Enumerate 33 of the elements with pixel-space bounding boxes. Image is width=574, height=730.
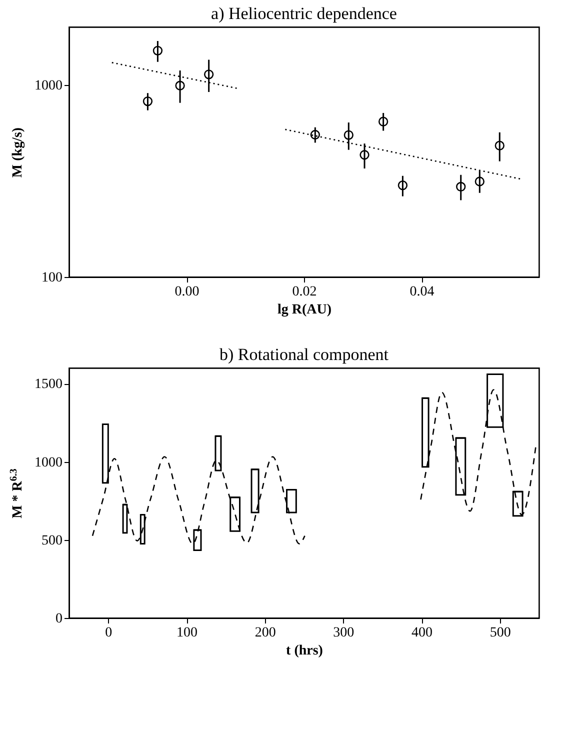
x-axis-title: t (hrs) — [286, 644, 324, 658]
x-tick-label: 200 — [254, 626, 276, 640]
x-tick-label: 400 — [412, 626, 432, 640]
point — [204, 70, 214, 80]
point — [398, 180, 408, 190]
y-tick-label: 1500 — [34, 377, 62, 392]
point — [142, 96, 153, 106]
x-tick-label: 100 — [176, 626, 198, 640]
y-axis-title: M (kg/s) — [10, 127, 26, 178]
y-tick-label: 0 — [56, 612, 62, 626]
point — [344, 130, 354, 140]
point — [175, 80, 185, 90]
chart-title: b) Rotational component — [219, 345, 389, 364]
point — [474, 176, 484, 186]
y-tick-label: 1000 — [34, 455, 62, 470]
y-tick-label: 500 — [42, 533, 62, 548]
x-tick-label: 300 — [333, 626, 354, 640]
x-axis-title: lg R(AU) — [277, 302, 332, 318]
x-tick-label: 500 — [490, 626, 511, 640]
point — [494, 140, 504, 150]
point — [456, 182, 466, 192]
x-tick-label: 0.04 — [410, 284, 434, 300]
x-tick-label: 0.02 — [292, 284, 317, 300]
y-tick-label: 100 — [42, 270, 62, 286]
x-tick-label: 0 — [105, 626, 112, 640]
bar — [250, 468, 260, 514]
chart-title: a) Heliocentric dependence — [211, 4, 397, 23]
y-tick-label: 1000 — [34, 78, 62, 94]
point — [360, 150, 370, 160]
point — [310, 130, 320, 140]
point — [152, 46, 163, 56]
point — [378, 116, 388, 126]
x-tick-label: 0.00 — [174, 284, 200, 300]
